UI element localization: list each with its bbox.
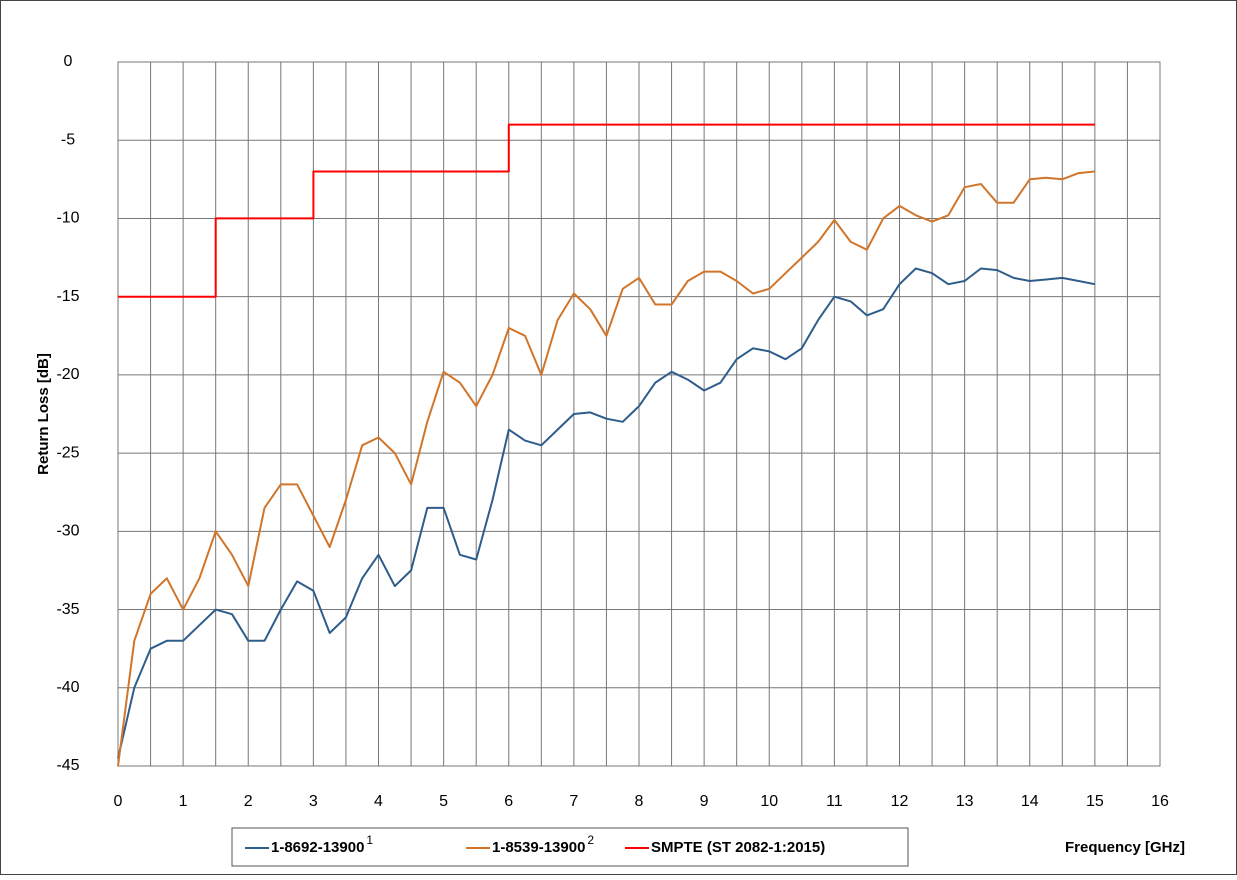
legend-label: 1-8539-13900: [492, 839, 585, 856]
legend-box: [231, 827, 909, 867]
x-tick-label: 0: [114, 793, 123, 810]
x-tick-label: 1: [179, 793, 188, 810]
x-tick-label: 16: [1151, 793, 1169, 810]
legend: 1-8692-13900 1 1-8539-13900 2 SMPTE (ST 2082…: [231, 827, 909, 867]
series-line: [117, 267, 1096, 759]
y-tick-label: -10: [56, 210, 79, 227]
y-tick-label: -30: [56, 523, 79, 540]
x-tick-label: 13: [956, 793, 974, 810]
y-tick-label: -25: [56, 444, 79, 461]
y-tick-label: -40: [56, 679, 79, 696]
x-tick-label: 10: [760, 793, 778, 810]
y-tick-label: -35: [56, 601, 79, 618]
x-axis-label: Frequency [GHz]: [1065, 839, 1185, 856]
legend-superscript: 2: [587, 833, 594, 847]
x-tick-label: 14: [1021, 793, 1039, 810]
legend-label: 1-8692-13900: [271, 839, 364, 856]
x-tick-label: 6: [504, 793, 513, 810]
x-tick-label: 7: [569, 793, 578, 810]
y-tick-label: -15: [56, 288, 79, 305]
x-tick-label: 3: [309, 793, 318, 810]
x-tick-label: 12: [891, 793, 909, 810]
x-tick-label: 15: [1086, 793, 1104, 810]
legend-superscript: 1: [366, 833, 373, 847]
series-line: [118, 123, 1095, 298]
x-tick-label: 9: [700, 793, 709, 810]
y-tick-label: 0: [64, 53, 73, 70]
y-tick-label: -5: [61, 131, 75, 148]
series-line: [117, 170, 1095, 767]
plot-border: [117, 61, 1161, 767]
legend-label: SMPTE (ST 2082-1:2015): [651, 839, 825, 856]
y-tick-label: -45: [56, 757, 79, 774]
x-tick-label: 4: [374, 793, 383, 810]
x-tick-label: 2: [244, 793, 253, 810]
x-tick-label: 11: [826, 793, 843, 810]
x-tick-label: 8: [635, 793, 644, 810]
y-tick-label: -20: [56, 366, 79, 383]
x-tick-label: 5: [439, 793, 448, 810]
y-axis-label: Return Loss [dB]: [35, 353, 52, 475]
